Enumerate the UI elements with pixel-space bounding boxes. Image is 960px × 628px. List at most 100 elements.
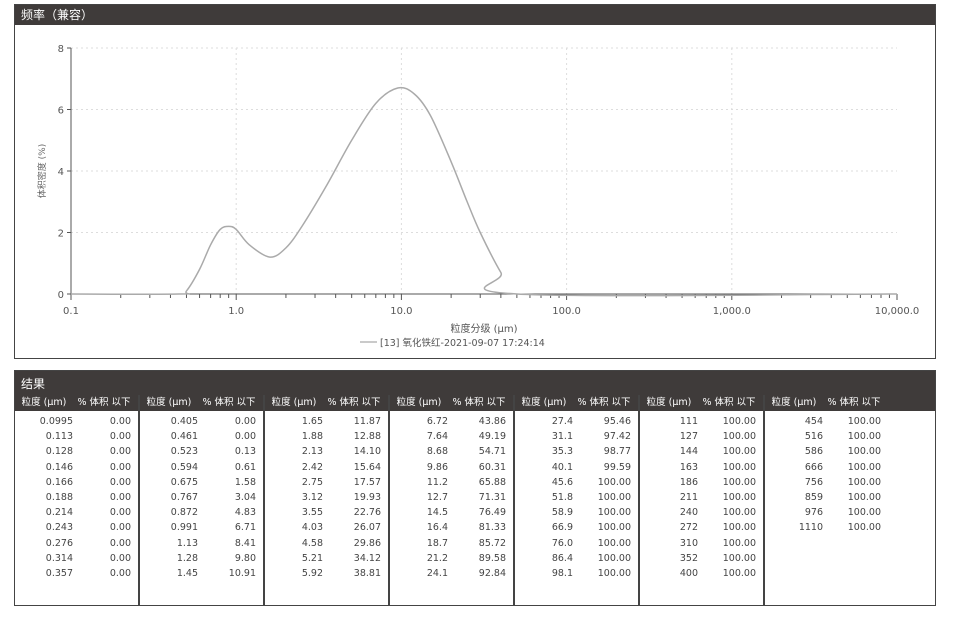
size-cell: 0.991 — [170, 522, 198, 534]
table-row: 0.113 0.00 — [15, 429, 138, 444]
percent-cell: 100.00 — [722, 552, 756, 564]
results-panel: 结果 粒度 (μm)% 体积 以下 0.0995 0.00 0.113 0.00 0.12… — [14, 370, 936, 606]
percent-cell: 0.00 — [109, 552, 131, 564]
table-row: 58.9 100.00 — [515, 505, 638, 520]
table-row: 3.55 22.76 — [265, 505, 388, 520]
x-tick-label: 10.0 — [390, 306, 412, 317]
percent-cell: 15.64 — [353, 461, 381, 473]
percent-cell: 100.00 — [722, 446, 756, 458]
y-tick-label: 6 — [58, 106, 64, 117]
size-cell: 1.45 — [176, 567, 198, 579]
percent-cell: 0.61 — [234, 461, 256, 473]
table-row: 0.146 0.00 — [15, 460, 138, 475]
column-header: 粒度 (μm) % 体积 以下 — [640, 395, 763, 411]
table-row: 45.6 100.00 — [515, 475, 638, 490]
percent-cell: 0.00 — [109, 522, 131, 534]
header-size: 粒度 (μm) — [271, 397, 317, 408]
results-table: 粒度 (μm)% 体积 以下 0.0995 0.00 0.113 0.00 0.128 0.… — [15, 395, 935, 605]
header-size: 粒度 (μm) — [771, 397, 817, 408]
table-row: 31.1 97.42 — [515, 429, 638, 444]
size-cell: 111 — [679, 416, 698, 427]
table-row: 4.03 26.07 — [265, 520, 388, 535]
table-row: 666 100.00 — [765, 460, 935, 475]
table-row: 8.68 54.71 — [390, 444, 513, 459]
size-cell: 51.8 — [551, 491, 573, 503]
percent-cell: 22.76 — [353, 507, 381, 519]
column-header: 粒度 (μm) % 体积 以下 — [15, 395, 138, 411]
table-row: 2.75 17.57 — [265, 475, 388, 490]
table-row: 0.357 0.00 — [15, 566, 138, 581]
results-column: 粒度 (μm) % 体积 以下 111 100.00 127 100.00 144 100.0… — [640, 395, 765, 605]
size-cell: 8.68 — [426, 446, 448, 458]
percent-cell: 100.00 — [722, 416, 756, 427]
size-cell: 5.92 — [301, 567, 323, 579]
size-cell: 76.0 — [551, 537, 573, 549]
percent-cell: 100.00 — [597, 522, 631, 534]
header-percent: % 体积 以下 — [452, 397, 506, 408]
size-cell: 12.7 — [426, 491, 448, 503]
percent-cell: 71.31 — [478, 491, 506, 503]
size-cell: 6.72 — [426, 416, 448, 427]
results-column: 粒度 (μm) % 体积 以下 0.405 0.00 0.461 0.00 0.523 0.1… — [140, 395, 265, 605]
y-tick-label: 8 — [58, 44, 64, 55]
y-tick-label: 0 — [58, 290, 64, 301]
table-row: 163 100.00 — [640, 460, 763, 475]
percent-cell: 4.83 — [234, 507, 256, 519]
table-row: 1.65 11.87 — [265, 414, 388, 429]
table-row: 1.45 10.91 — [140, 566, 263, 581]
x-tick-label: 1,000.0 — [713, 306, 751, 317]
percent-cell: 100.00 — [847, 431, 881, 443]
table-row: 14.5 76.49 — [390, 505, 513, 520]
percent-cell: 97.42 — [603, 431, 631, 443]
table-row: 51.8 100.00 — [515, 490, 638, 505]
size-cell: 0.872 — [170, 507, 198, 519]
size-cell: 0.405 — [170, 416, 198, 427]
size-cell: 98.1 — [551, 567, 573, 579]
table-row: 7.64 49.19 — [390, 429, 513, 444]
size-cell: 400 — [679, 567, 698, 579]
x-tick-label: 10,000.0 — [875, 306, 920, 317]
size-cell: 516 — [804, 431, 823, 443]
size-cell: 0.594 — [170, 461, 198, 473]
results-column: 粒度 (μm)% 体积 以下 0.0995 0.00 0.113 0.00 0.128 0.… — [15, 395, 140, 605]
size-cell: 454 — [804, 416, 823, 427]
series-line — [70, 86, 898, 297]
header-size: 粒度 (μm) — [521, 397, 567, 408]
table-row: 16.4 81.33 — [390, 520, 513, 535]
size-cell: 1.88 — [301, 431, 323, 443]
header-size: 粒度 (μm) — [146, 397, 192, 408]
percent-cell: 100.00 — [722, 522, 756, 534]
table-row: 35.3 98.77 — [515, 444, 638, 459]
column-header: 粒度 (μm) % 体积 以下 — [515, 395, 638, 411]
table-row: 0.523 0.13 — [140, 444, 263, 459]
percent-cell: 100.00 — [847, 491, 881, 503]
size-cell: 1110 — [798, 522, 823, 534]
table-row: 0.767 3.04 — [140, 490, 263, 505]
percent-cell: 3.04 — [234, 491, 256, 503]
legend-label: [13] 氧化铁红-2021-09-07 17:24:14 — [380, 337, 545, 349]
percent-cell: 0.00 — [109, 567, 131, 579]
table-row: 310 100.00 — [640, 536, 763, 551]
percent-cell: 1.58 — [234, 476, 256, 488]
percent-cell: 85.72 — [478, 537, 506, 549]
percent-cell: 76.49 — [478, 507, 506, 519]
percent-cell: 89.58 — [478, 552, 506, 564]
x-tick-label: 0.1 — [63, 306, 79, 317]
size-cell: 144 — [679, 446, 698, 458]
table-row: 0.872 4.83 — [140, 505, 263, 520]
size-cell: 5.21 — [301, 552, 323, 564]
percent-cell: 100.00 — [597, 476, 631, 488]
size-cell: 0.276 — [45, 537, 73, 549]
percent-cell: 100.00 — [722, 567, 756, 579]
percent-cell: 0.00 — [109, 446, 131, 458]
size-cell: 2.42 — [301, 461, 323, 473]
table-row: 352 100.00 — [640, 551, 763, 566]
y-tick-label: 4 — [58, 167, 64, 178]
size-cell: 0.166 — [45, 476, 73, 488]
size-cell: 11.2 — [426, 476, 448, 488]
percent-cell: 6.71 — [234, 522, 256, 534]
size-cell: 0.675 — [170, 476, 198, 488]
x-tick-label: 100.0 — [552, 306, 581, 317]
table-row: 756 100.00 — [765, 475, 935, 490]
table-row: 400 100.00 — [640, 566, 763, 581]
